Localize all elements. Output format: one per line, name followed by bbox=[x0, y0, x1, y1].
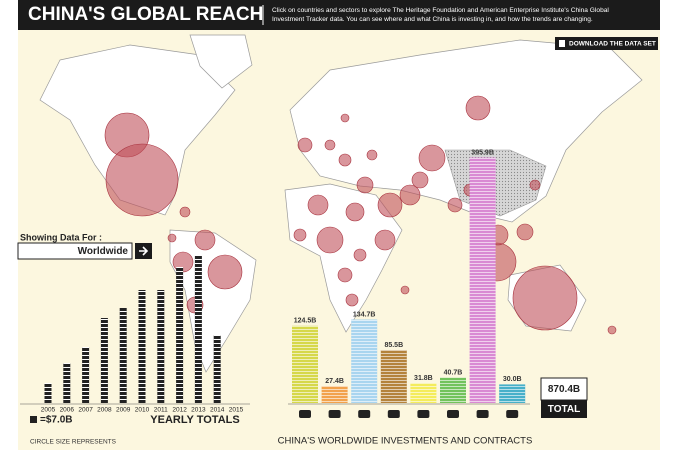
value-label: 40.7B bbox=[444, 370, 463, 377]
legend-label: =$7.0B bbox=[40, 415, 73, 426]
download-label[interactable]: DOWNLOAD THE DATA SET bbox=[569, 41, 656, 48]
x-tick-label: 2013 bbox=[191, 407, 206, 414]
sector-icon bbox=[299, 410, 311, 418]
map-note: CIRCLE SIZE REPRESENTS bbox=[30, 439, 117, 446]
bar-stripes bbox=[321, 386, 348, 403]
x-tick-label: 2014 bbox=[210, 407, 225, 414]
bar-stripes bbox=[469, 157, 496, 403]
x-tick-label: 2009 bbox=[116, 407, 131, 414]
bar-blocks bbox=[82, 347, 90, 403]
page-title: CHINA'S GLOBAL REACH bbox=[28, 4, 263, 25]
header-description: Investment Tracker data. You can see whe… bbox=[272, 16, 593, 23]
map bbox=[39, 34, 643, 373]
filter-box[interactable] bbox=[17, 242, 133, 260]
x-tick-label: 2007 bbox=[78, 407, 93, 414]
bar-stripes bbox=[351, 319, 378, 403]
chart-title: CHINA'S WORLDWIDE INVESTMENTS AND CONTRA… bbox=[278, 436, 533, 447]
x-tick-label: 2005 bbox=[41, 407, 56, 414]
bar-stripes bbox=[440, 377, 466, 403]
header-bar bbox=[18, 0, 660, 30]
total-caption-box bbox=[541, 400, 587, 418]
sector-icon bbox=[358, 410, 371, 418]
download-button[interactable]: DOWNLOAD THE DATA SET bbox=[555, 37, 658, 50]
header-description: Click on countries and sectors to explor… bbox=[272, 7, 609, 14]
sector-icon bbox=[417, 410, 430, 418]
x-tick-label: 2006 bbox=[60, 407, 75, 414]
bar-blocks bbox=[119, 308, 127, 403]
total-value: 870.4B bbox=[548, 384, 580, 395]
bar-stripes bbox=[292, 325, 318, 403]
x-tick-label: 2010 bbox=[135, 407, 150, 414]
filter-arrow[interactable] bbox=[135, 243, 152, 259]
sector-icon bbox=[387, 410, 400, 418]
value-label: 30.0B bbox=[503, 376, 522, 383]
sector-icon bbox=[476, 410, 489, 418]
x-tick-label: 2015 bbox=[229, 407, 244, 414]
x-tick-label: 2008 bbox=[97, 407, 112, 414]
x-tick-label: 2012 bbox=[172, 407, 187, 414]
sector-icon bbox=[506, 410, 519, 418]
legend-swatch bbox=[30, 416, 37, 423]
bar-stripes bbox=[380, 349, 407, 403]
sector-icons bbox=[299, 410, 519, 418]
bar-blocks bbox=[44, 383, 52, 403]
bar-blocks bbox=[194, 256, 202, 403]
bar-blocks bbox=[176, 267, 184, 403]
x-tick-label: 2011 bbox=[154, 407, 168, 414]
filter-label: Showing Data For : bbox=[20, 232, 102, 242]
value-label: 85.5B bbox=[384, 342, 403, 349]
total-caption: TOTAL bbox=[548, 404, 580, 415]
bar-blocks bbox=[213, 335, 221, 403]
bar-blocks bbox=[63, 363, 71, 403]
value-label: 124.5B bbox=[294, 318, 317, 325]
filter-value[interactable]: Worldwide bbox=[78, 246, 129, 257]
chart-title: YEARLY TOTALS bbox=[150, 414, 239, 426]
bar-blocks bbox=[138, 290, 146, 403]
value-label: 134.7B bbox=[353, 311, 376, 318]
value-label: 31.8B bbox=[414, 375, 433, 382]
bar-blocks bbox=[100, 318, 108, 403]
bar-stripes bbox=[499, 384, 526, 403]
value-label: 395.9B bbox=[471, 149, 494, 156]
sector-icon bbox=[328, 410, 341, 418]
value-label: 27.4B bbox=[325, 378, 344, 385]
bar-blocks bbox=[157, 290, 165, 403]
bar-stripes bbox=[410, 383, 437, 403]
sector-icon bbox=[447, 410, 459, 418]
